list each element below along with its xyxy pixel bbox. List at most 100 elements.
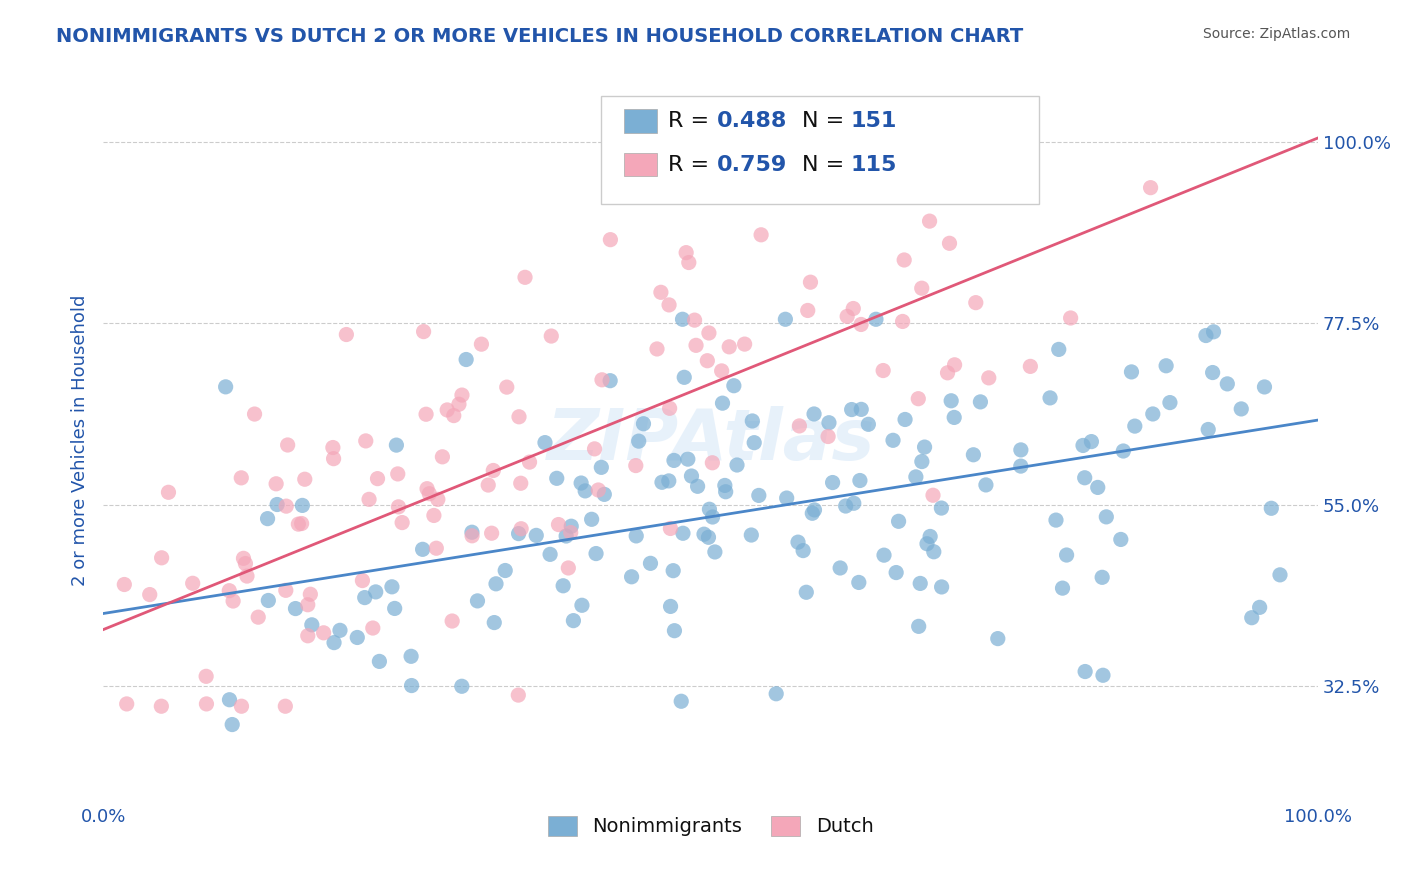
Point [911,454,934,468]
Point [1059,310,1081,325]
Point [560,525,582,540]
Point [907,392,929,406]
Point [624,458,647,473]
Text: 115: 115 [851,154,897,175]
Point [218,692,240,706]
Point [231,471,253,485]
Point [911,281,934,295]
Point [734,337,756,351]
Point [703,545,725,559]
Point [508,688,530,702]
Point [274,699,297,714]
Point [818,416,841,430]
Point [664,624,686,638]
Text: 0.488: 0.488 [717,111,787,131]
Point [481,526,503,541]
Point [640,557,662,571]
Point [941,393,963,408]
Point [837,310,859,324]
Point [599,374,621,388]
Point [557,561,579,575]
Point [432,450,454,464]
Point [922,545,945,559]
Point [221,717,243,731]
Point [591,373,613,387]
Point [415,407,437,421]
Point [181,576,204,591]
Point [1159,395,1181,409]
Point [1197,422,1219,436]
Point [266,498,288,512]
Point [1056,548,1078,562]
Point [508,526,530,541]
Point [1039,391,1062,405]
Point [461,525,484,540]
Point [672,526,695,541]
Point [482,463,505,477]
Point [322,451,344,466]
Point [693,527,716,541]
Text: R =: R = [668,154,717,175]
Point [742,435,765,450]
Point [150,550,173,565]
Point [650,285,672,300]
Point [519,455,541,469]
Point [1109,533,1132,547]
Point [651,475,673,490]
Point [974,478,997,492]
FancyBboxPatch shape [602,95,1039,204]
Point [1230,401,1253,416]
Point [583,442,606,456]
Point [247,610,270,624]
Point [710,364,733,378]
Point [830,561,852,575]
Point [560,519,582,533]
Point [412,542,434,557]
Point [1240,610,1263,624]
Point [534,435,557,450]
Point [593,487,616,501]
Y-axis label: 2 or more Vehicles in Household: 2 or more Vehicles in Household [72,294,89,586]
Point [1154,359,1177,373]
Point [841,402,863,417]
Text: ZIPAtlas: ZIPAtlas [547,406,875,475]
Point [513,270,536,285]
Point [1087,480,1109,494]
Point [287,517,309,532]
Point [714,478,737,492]
Point [658,298,681,312]
Point [671,312,693,326]
Point [353,591,375,605]
Point [1071,438,1094,452]
Point [849,474,872,488]
Point [659,599,682,614]
Point [291,499,314,513]
Text: N =: N = [801,111,851,131]
Point [725,458,748,472]
Point [943,410,966,425]
Point [969,395,991,409]
Point [699,502,721,516]
Point [387,467,409,481]
Point [1268,567,1291,582]
Point [138,588,160,602]
Point [662,453,685,467]
Point [884,566,907,580]
Point [1195,328,1218,343]
Point [842,301,865,316]
Point [456,352,478,367]
Point [1121,365,1143,379]
Point [765,687,787,701]
Point [673,370,696,384]
Point [776,491,799,505]
Point [931,580,953,594]
Point [801,506,824,520]
Point [787,535,810,549]
Point [1010,442,1032,457]
Point [775,312,797,326]
Point [447,397,470,411]
Point [335,327,357,342]
Point [569,476,592,491]
Point [914,440,936,454]
Point [276,499,298,513]
